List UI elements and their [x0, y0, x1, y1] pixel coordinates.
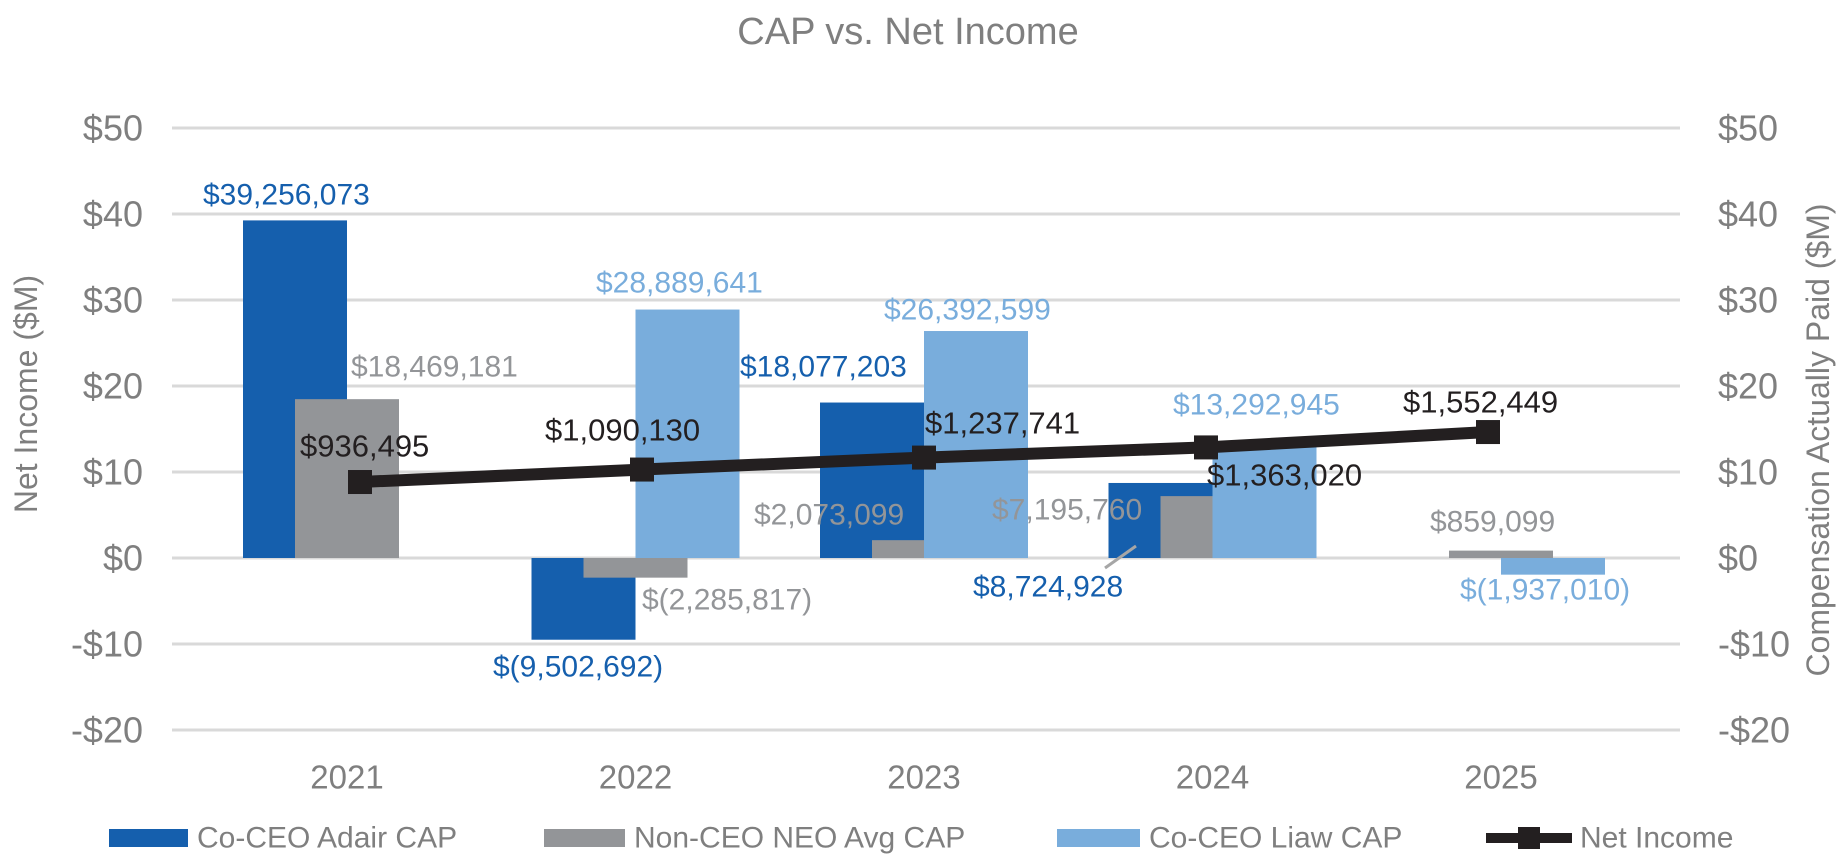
net-income-marker	[1194, 435, 1218, 460]
left-axis-title: Net Income ($M)	[8, 275, 44, 513]
x-tick-label: 2021	[310, 759, 383, 796]
left-tick-label: $50	[83, 108, 143, 149]
net-income-data-label: $1,237,741	[925, 406, 1080, 441]
neo-data-label: $(2,285,817)	[642, 584, 812, 617]
x-tick-label: 2024	[1176, 759, 1249, 796]
right-tick-label: $0	[1718, 538, 1758, 579]
right-tick-label: $10	[1718, 452, 1778, 493]
left-tick-label: -$10	[71, 624, 143, 665]
left-axis-ticks: $50 $40 $30 $20 $10 $0 -$10 -$20	[71, 108, 143, 751]
legend-item-liaw[interactable]: Co-CEO Liaw CAP	[1057, 822, 1402, 855]
adair-cap-bar	[820, 402, 924, 558]
liaw-data-label: $28,889,641	[596, 267, 763, 300]
x-tick-label: 2023	[887, 759, 960, 796]
neo-data-label: $859,099	[1430, 506, 1555, 539]
bars	[243, 220, 1605, 640]
net-income-marker	[912, 445, 936, 470]
adair-data-label: $8,724,928	[973, 571, 1123, 604]
net-income-data-label: $1,090,130	[545, 413, 700, 448]
liaw-cap-bar	[1212, 443, 1317, 558]
net-income-marker	[1476, 420, 1500, 445]
leader-line	[1104, 544, 1137, 570]
right-tick-label: $40	[1718, 194, 1778, 235]
chart-title: CAP vs. Net Income	[737, 11, 1078, 53]
right-tick-label: $50	[1718, 108, 1778, 149]
right-tick-label: -$10	[1718, 624, 1790, 665]
legend-label-liaw: Co-CEO Liaw CAP	[1149, 822, 1402, 855]
net-income-line	[348, 420, 1500, 495]
neo-data-label: $7,195,760	[992, 494, 1142, 527]
left-tick-label: $0	[103, 538, 143, 579]
legend-swatch-neo	[544, 829, 625, 847]
adair-data-label: $18,077,203	[740, 351, 907, 384]
net-income-marker	[630, 457, 654, 482]
data-labels: $39,256,073 $(9,502,692) $18,077,203 $8,724…	[203, 179, 1630, 684]
legend-swatch-liaw	[1057, 829, 1140, 847]
net-income-data-label: $1,363,020	[1207, 458, 1362, 493]
adair-data-label: $(9,502,692)	[493, 651, 663, 684]
legend-item-adair[interactable]: Co-CEO Adair CAP	[109, 822, 457, 855]
liaw-cap-bar	[635, 309, 740, 558]
left-tick-label: $10	[83, 452, 143, 493]
left-tick-label: $30	[83, 280, 143, 321]
net-income-marker	[348, 470, 372, 495]
adair-data-label: $39,256,073	[203, 179, 370, 212]
neo-data-label: $18,469,181	[351, 351, 518, 384]
left-tick-label: $20	[83, 366, 143, 407]
legend: Co-CEO Adair CAP Non-CEO NEO Avg CAP Co-…	[109, 822, 1733, 855]
legend-item-neo[interactable]: Non-CEO NEO Avg CAP	[544, 822, 965, 855]
legend-label-net-income: Net Income	[1580, 822, 1733, 855]
liaw-data-label: $13,292,945	[1173, 389, 1340, 422]
neo-avg-cap-bar	[583, 558, 688, 578]
left-tick-label: -$20	[71, 710, 143, 751]
net-income-data-label: $1,552,449	[1403, 385, 1558, 420]
liaw-cap-bar	[924, 331, 1028, 558]
liaw-data-label: $26,392,599	[884, 294, 1051, 327]
legend-marker-icon	[1518, 827, 1540, 849]
x-tick-label: 2022	[599, 759, 672, 796]
right-tick-label: -$20	[1718, 710, 1790, 751]
net-income-data-label: $936,495	[300, 429, 429, 464]
legend-label-neo: Non-CEO NEO Avg CAP	[634, 822, 965, 855]
right-tick-label: $30	[1718, 280, 1778, 321]
right-axis-ticks: $50 $40 $30 $20 $10 $0 -$10 -$20	[1718, 108, 1790, 751]
neo-data-label: $2,073,099	[754, 499, 904, 532]
liaw-data-label: $(1,937,010)	[1460, 574, 1630, 607]
right-axis-title: Compensation Actually Paid ($M)	[1800, 203, 1836, 676]
left-tick-label: $40	[83, 194, 143, 235]
legend-label-adair: Co-CEO Adair CAP	[197, 822, 457, 855]
x-tick-label: 2025	[1464, 759, 1537, 796]
neo-avg-cap-bar	[1449, 550, 1553, 558]
x-axis-ticks: 2021 2022 2023 2024 2025	[310, 759, 1537, 796]
legend-item-net-income[interactable]: Net Income	[1486, 822, 1733, 855]
legend-swatch-adair	[109, 829, 188, 847]
right-tick-label: $20	[1718, 366, 1778, 407]
liaw-cap-bar	[1501, 558, 1605, 575]
